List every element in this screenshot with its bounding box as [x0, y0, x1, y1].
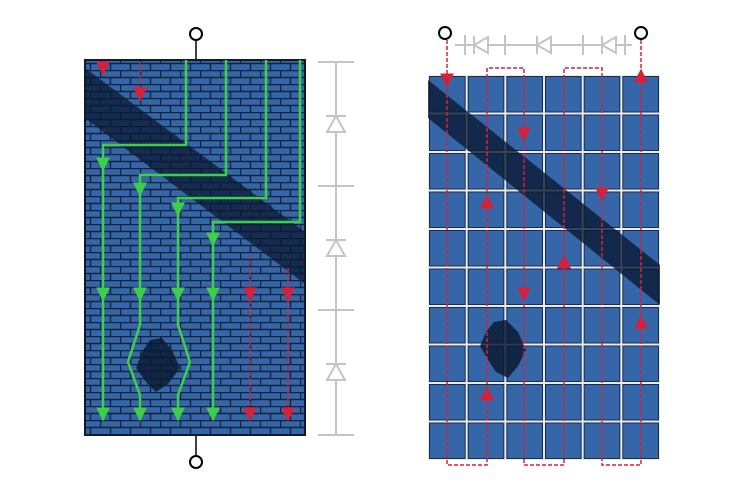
- solar-cell: [429, 230, 466, 267]
- left-panel: [84, 27, 354, 469]
- solar-cell: [467, 384, 505, 421]
- solar-cell: [429, 345, 466, 382]
- bypass-diodes: [455, 35, 632, 55]
- terminal: [189, 27, 203, 41]
- solar-cell: [467, 230, 505, 267]
- current-path: [96, 60, 302, 422]
- solar-cell: [429, 153, 466, 190]
- solar-cell: [467, 422, 505, 459]
- right-panel: [428, 26, 660, 466]
- solar-cell: [622, 345, 659, 382]
- solar-cell: [545, 307, 582, 344]
- solar-cell: [622, 153, 659, 190]
- solar-cell: [467, 191, 505, 228]
- solar-cell: [545, 422, 582, 459]
- terminal: [634, 26, 648, 40]
- terminal: [189, 455, 203, 469]
- solar-cell: [506, 230, 544, 267]
- solar-cell: [583, 114, 621, 151]
- spot: [136, 338, 180, 392]
- bypass-diodes: [318, 61, 354, 436]
- solar-cell: [467, 76, 505, 113]
- solar-cell: [467, 268, 505, 305]
- solar-cell: [429, 422, 466, 459]
- string-path: [446, 40, 642, 466]
- terminal: [438, 26, 452, 40]
- blocked-current: [96, 61, 295, 422]
- solar-cell: [622, 422, 659, 459]
- spot: [480, 320, 526, 378]
- solar-cell: [583, 384, 621, 421]
- solar-cell: [506, 422, 544, 459]
